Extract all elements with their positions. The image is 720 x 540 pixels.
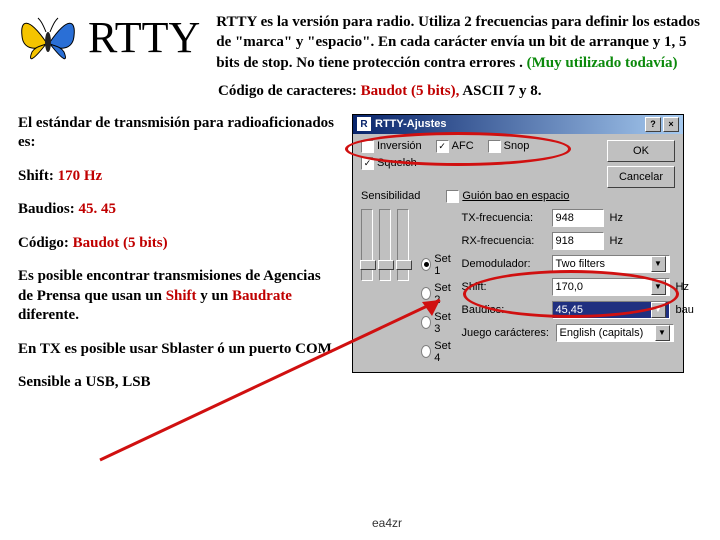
agencias-text: Es posible encontrar transmisiones de Ag… bbox=[18, 267, 338, 326]
set4-radio[interactable]: Set 4 bbox=[421, 340, 454, 364]
juego-select[interactable]: English (capitals) ▼ bbox=[556, 324, 674, 342]
code-line: Código: Baudot (5 bits) bbox=[18, 234, 338, 254]
close-button[interactable]: × bbox=[663, 117, 679, 132]
intro-text: RTTY es la versión para radio. Utiliza 2… bbox=[216, 12, 702, 73]
estandar-text: El estándar de transmisión para radioafi… bbox=[18, 114, 338, 153]
dbaud-label: Baudios: bbox=[462, 304, 548, 316]
tx-text: En TX es posible usar Sblaster ó un puer… bbox=[18, 340, 338, 360]
codigo-prefix: Código de caracteres: bbox=[218, 83, 361, 99]
demod-select[interactable]: Two filters ▼ bbox=[552, 255, 670, 273]
agencias-baudrate: Baudrate bbox=[232, 288, 292, 304]
dbaud-select[interactable]: 45,45 ▼ bbox=[552, 301, 670, 319]
slider-1[interactable] bbox=[361, 209, 373, 281]
codigo-line: Código de caracteres: Baudot (5 bits), A… bbox=[218, 83, 702, 100]
code-val: Baudot (5 bits) bbox=[69, 235, 168, 251]
cancel-button[interactable]: Cancelar bbox=[607, 166, 675, 188]
set3-radio[interactable]: Set 3 bbox=[421, 311, 454, 335]
slider-3[interactable] bbox=[397, 209, 409, 281]
sliders bbox=[361, 209, 409, 364]
dshift-unit: Hz bbox=[676, 281, 689, 293]
set1-label: Set 1 bbox=[434, 253, 453, 277]
dialog-body: OK Cancelar Inversión ✓AFC Snop ✓Squelch… bbox=[353, 134, 683, 372]
left-column: El estándar de transmisión para radioafi… bbox=[18, 114, 338, 407]
header-row: RTTY RTTY es la versión para radio. Util… bbox=[18, 12, 702, 73]
guion-checkbox[interactable]: Guión bao en espacio bbox=[446, 190, 569, 203]
dbaud-unit: bau bbox=[676, 304, 694, 316]
dshift-select[interactable]: 170,0 ▼ bbox=[552, 278, 670, 296]
afc-checkbox[interactable]: ✓AFC bbox=[436, 140, 474, 153]
rxfreq-label: RX-frecuencia: bbox=[462, 235, 548, 247]
rtty-dialog: R RTTY-Ajustes ? × OK Cancelar Inversión… bbox=[352, 114, 684, 373]
shift-line: Shift: 170 Hz bbox=[18, 167, 338, 187]
juego-label: Juego carácteres: bbox=[462, 327, 552, 339]
guion-label: Guión bao en espacio bbox=[462, 190, 569, 202]
set2-label: Set 2 bbox=[434, 282, 453, 306]
shift-val: 170 Hz bbox=[54, 168, 102, 184]
inversion-label: Inversión bbox=[377, 140, 422, 152]
intro-muy: (Muy utilizado todavía) bbox=[527, 55, 678, 71]
shift-label: Shift: bbox=[18, 168, 54, 184]
baud-val: 45. 45 bbox=[75, 201, 116, 217]
agencias-y: y un bbox=[197, 288, 232, 304]
set4-label: Set 4 bbox=[434, 340, 453, 364]
baud-line: Baudios: 45. 45 bbox=[18, 200, 338, 220]
rxfreq-input[interactable]: 918 bbox=[552, 232, 604, 250]
dbaud-val: 45,45 bbox=[556, 304, 584, 316]
dialog-title: RTTY-Ajustes bbox=[375, 118, 447, 130]
txfreq-label: TX-frecuencia: bbox=[462, 212, 548, 224]
codigo-ascii: ASCII 7 y 8. bbox=[459, 83, 541, 99]
set1-radio[interactable]: Set 1 bbox=[421, 253, 454, 277]
set2-radio[interactable]: Set 2 bbox=[421, 282, 454, 306]
txfreq-input[interactable]: 948 bbox=[552, 209, 604, 227]
codigo-baudot: Baudot (5 bits), bbox=[361, 83, 460, 99]
snop-checkbox[interactable]: Snop bbox=[488, 140, 530, 153]
ok-button[interactable]: OK bbox=[607, 140, 675, 162]
sensible-text: Sensible a USB, LSB bbox=[18, 373, 338, 393]
dshift-label: Shift: bbox=[462, 281, 548, 293]
squelch-label: Squelch bbox=[377, 157, 417, 169]
demod-val: Two filters bbox=[556, 258, 606, 270]
dialog-icon: R bbox=[357, 117, 371, 131]
baud-label: Baudios: bbox=[18, 201, 75, 217]
txfreq-unit: Hz bbox=[610, 212, 623, 224]
help-button[interactable]: ? bbox=[645, 117, 661, 132]
chevron-down-icon: ▼ bbox=[651, 302, 666, 318]
code-label: Código: bbox=[18, 235, 69, 251]
demod-label: Demodulador: bbox=[462, 258, 548, 270]
agencias-shift: Shift bbox=[166, 288, 197, 304]
chevron-down-icon: ▼ bbox=[651, 256, 666, 272]
agencias-dif: diferente. bbox=[18, 307, 79, 323]
squelch-checkbox[interactable]: ✓Squelch bbox=[361, 157, 417, 170]
dshift-val: 170,0 bbox=[556, 281, 584, 293]
inversion-checkbox[interactable]: Inversión bbox=[361, 140, 422, 153]
afc-label: AFC bbox=[452, 140, 474, 152]
footer-credit: ea4zr bbox=[372, 516, 402, 530]
rtty-heading: RTTY bbox=[88, 16, 200, 60]
slider-2[interactable] bbox=[379, 209, 391, 281]
set3-label: Set 3 bbox=[434, 311, 453, 335]
juego-val: English (capitals) bbox=[560, 327, 644, 339]
snop-label: Snop bbox=[504, 140, 530, 152]
chevron-down-icon: ▼ bbox=[651, 279, 666, 295]
butterfly-icon bbox=[18, 12, 78, 68]
sensibilidad-label: Sensibilidad bbox=[361, 190, 420, 202]
chevron-down-icon: ▼ bbox=[655, 325, 670, 341]
dialog-titlebar[interactable]: R RTTY-Ajustes ? × bbox=[353, 115, 683, 134]
rxfreq-unit: Hz bbox=[610, 235, 623, 247]
lower-region: El estándar de transmisión para radioafi… bbox=[18, 114, 702, 407]
